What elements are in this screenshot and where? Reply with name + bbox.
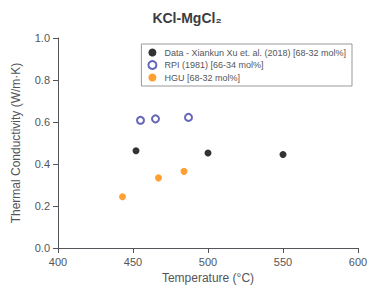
svg-text:Temperature (°C): Temperature (°C) [162, 271, 254, 285]
svg-text:400: 400 [49, 256, 67, 268]
svg-text:1.0: 1.0 [35, 32, 50, 44]
svg-text:0.8: 0.8 [35, 74, 50, 86]
svg-text:KCl-MgCl₂: KCl-MgCl₂ [152, 10, 221, 26]
svg-text:0.4: 0.4 [35, 158, 50, 170]
svg-text:0.6: 0.6 [35, 116, 50, 128]
svg-text:Data - Xiankun Xu et. al. (201: Data - Xiankun Xu et. al. (2018) [68-32 … [164, 48, 346, 58]
svg-text:600: 600 [349, 256, 367, 268]
svg-text:Thermal Conductivity (W/m·K): Thermal Conductivity (W/m·K) [9, 63, 23, 224]
svg-text:0.0: 0.0 [35, 242, 50, 254]
svg-text:0.2: 0.2 [35, 200, 50, 212]
svg-text:HGU [68-32 mol%]: HGU [68-32 mol%] [164, 73, 240, 83]
svg-text:550: 550 [274, 256, 292, 268]
svg-text:500: 500 [199, 256, 217, 268]
svg-text:RPI (1981) [66-34 mol%]: RPI (1981) [66-34 mol%] [164, 60, 263, 70]
svg-text:450: 450 [124, 256, 142, 268]
